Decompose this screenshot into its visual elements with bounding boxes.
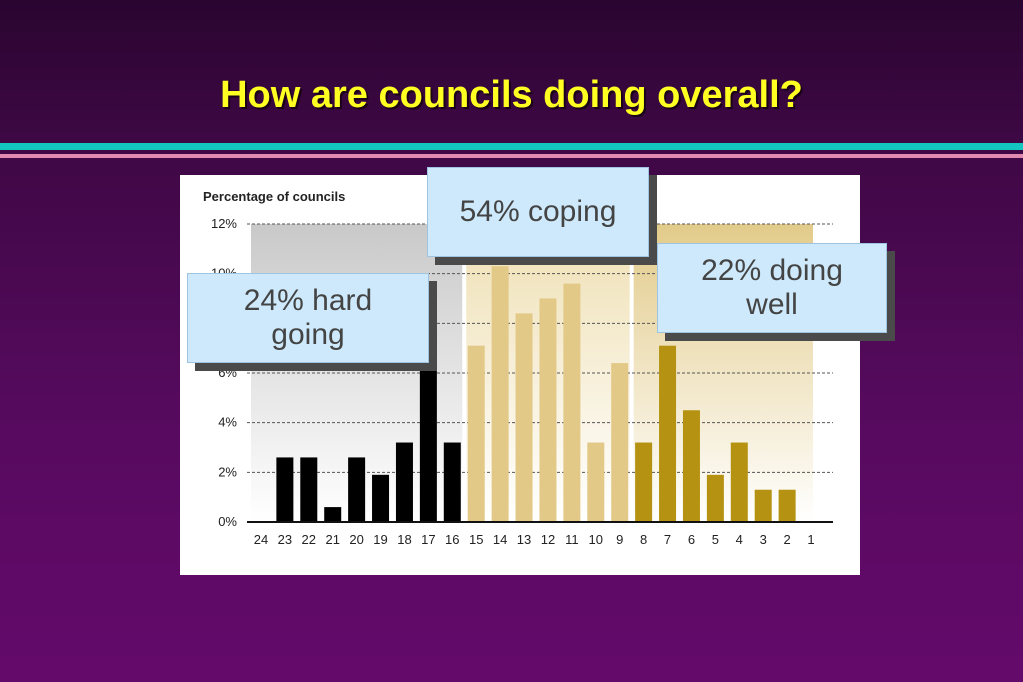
- x-tick-label: 6: [688, 532, 695, 547]
- coping-callout: 54% coping: [427, 167, 649, 257]
- x-tick-label: 18: [397, 532, 411, 547]
- bar: [515, 313, 533, 522]
- bar: [300, 457, 318, 522]
- x-tick-label: 11: [565, 532, 579, 547]
- bar: [443, 442, 461, 522]
- bar: [754, 489, 772, 522]
- x-tick-label: 21: [325, 532, 339, 547]
- y-tick-label: 0%: [218, 514, 237, 529]
- bar: [419, 345, 437, 522]
- x-tick-label: 8: [640, 532, 647, 547]
- bar: [372, 474, 390, 522]
- x-tick-label: 16: [445, 532, 459, 547]
- bar: [563, 283, 581, 522]
- x-tick-label: 14: [493, 532, 507, 547]
- bar: [778, 489, 796, 522]
- bar: [730, 442, 748, 522]
- x-tick-label: 5: [712, 532, 719, 547]
- doing-well-callout: 22% doing well: [657, 243, 887, 333]
- teal-divider: [0, 143, 1023, 150]
- bar: [587, 442, 605, 522]
- x-tick-label: 7: [664, 532, 671, 547]
- x-tick-label: 17: [421, 532, 435, 547]
- x-tick-label: 9: [616, 532, 623, 547]
- bar: [467, 345, 485, 522]
- pink-divider: [0, 154, 1023, 158]
- bar: [635, 442, 653, 522]
- y-tick-label: 4%: [218, 415, 237, 430]
- y-tick-label: 12%: [211, 216, 237, 231]
- x-tick-label: 19: [373, 532, 387, 547]
- x-tick-label: 13: [517, 532, 531, 547]
- bar: [539, 298, 557, 522]
- y-tick-label: 6%: [218, 365, 237, 380]
- bar: [395, 442, 413, 522]
- x-tick-label: 3: [760, 532, 767, 547]
- x-tick-label: 10: [589, 532, 603, 547]
- y-axis-title: Percentage of councils: [203, 189, 345, 204]
- hard-going-callout: 24% hard going: [187, 273, 429, 363]
- slide-title: How are councils doing overall?: [220, 74, 803, 116]
- bar: [659, 345, 677, 522]
- doing-well-callout-text: 22% doing well: [701, 254, 843, 321]
- coping-callout-text: 54% coping: [459, 195, 617, 228]
- hard-going-callout-text: 24% hard going: [243, 284, 373, 351]
- bar: [611, 363, 629, 522]
- bar: [682, 410, 700, 522]
- x-tick-label: 1: [807, 532, 814, 547]
- x-tick-label: 2: [784, 532, 791, 547]
- bar: [706, 474, 724, 522]
- x-tick-label: 20: [349, 532, 363, 547]
- bar: [491, 266, 509, 522]
- bar: [348, 457, 366, 522]
- bar: [276, 457, 294, 522]
- x-tick-label: 4: [736, 532, 743, 547]
- x-tick-label: 15: [469, 532, 483, 547]
- x-tick-label: 24: [254, 532, 268, 547]
- x-tick-label: 12: [541, 532, 555, 547]
- bar: [324, 507, 342, 522]
- x-tick-label: 23: [278, 532, 292, 547]
- x-tick-label: 22: [302, 532, 316, 547]
- y-tick-label: 2%: [218, 464, 237, 479]
